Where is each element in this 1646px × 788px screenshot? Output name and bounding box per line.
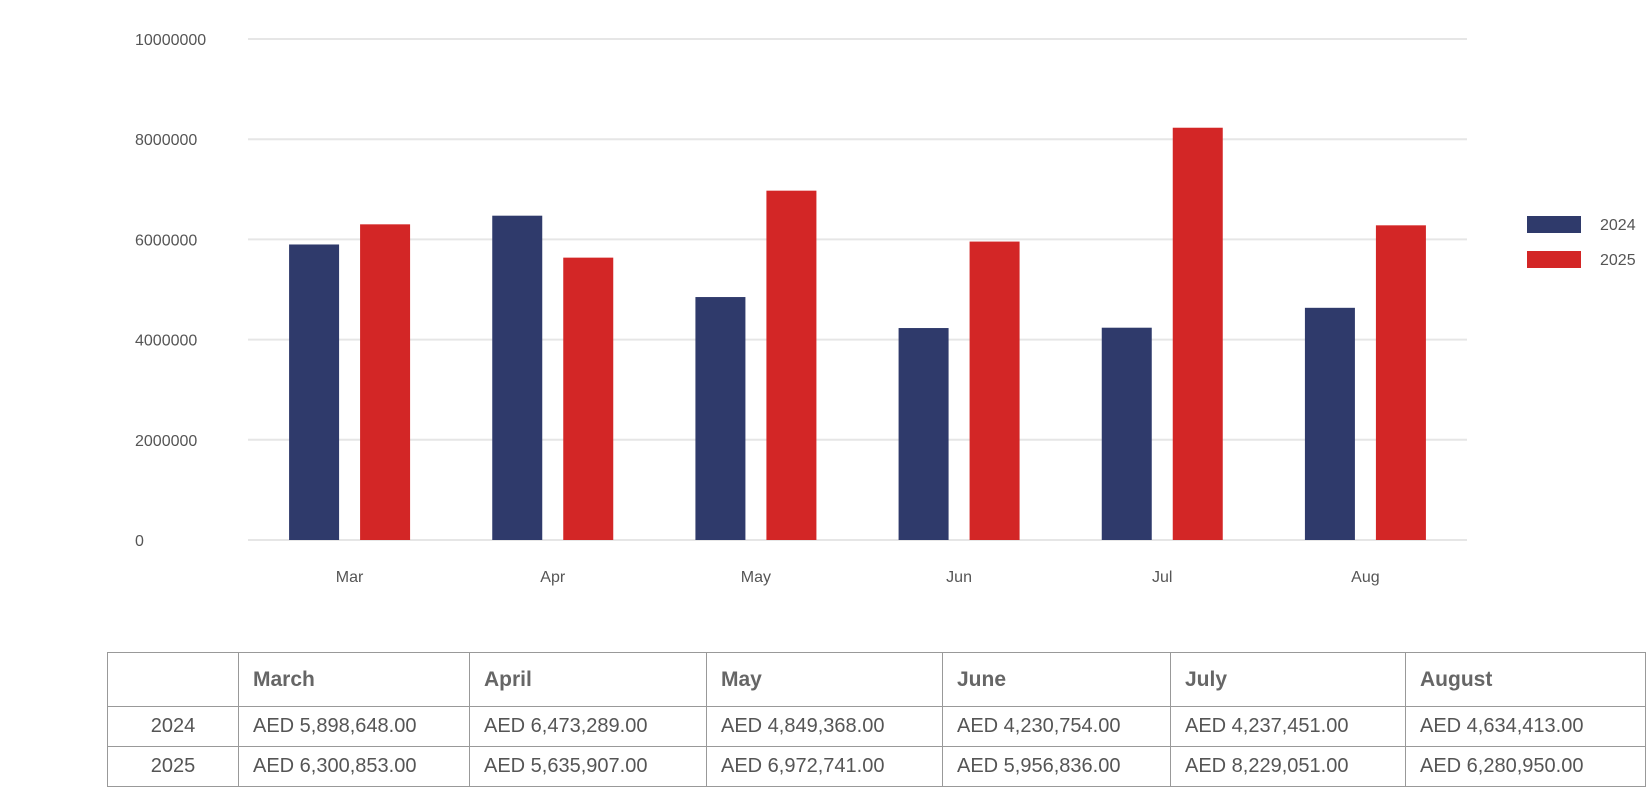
bar-2024-Apr	[492, 215, 543, 540]
x-tick-label: Jun	[946, 569, 972, 586]
table-cell: AED 4,634,413.00	[1405, 706, 1646, 747]
y-tick-label: 4000000	[135, 333, 197, 350]
table-cell: AED 6,300,853.00	[238, 746, 470, 787]
legend-swatch-2025	[1527, 251, 1581, 268]
bar-2024-May	[695, 297, 746, 540]
bar-chart: 0 2000000 4000000 6000000 8000000 10000000 Ma…	[135, 32, 1636, 586]
bar-2024-Jun	[898, 328, 949, 540]
y-tick-label: 8000000	[135, 132, 197, 149]
table-header-row: March April May June July August	[107, 652, 1646, 707]
y-axis-ticks: 0 2000000 4000000 6000000 8000000 10000000	[135, 32, 206, 550]
table-row: 2025 AED 6,300,853.00 AED 5,635,907.00 A…	[107, 746, 1646, 787]
bar-2025-Mar	[360, 224, 411, 540]
y-tick-label: 6000000	[135, 232, 197, 249]
table-cell: AED 5,635,907.00	[469, 746, 707, 787]
table-cell: AED 6,280,950.00	[1405, 746, 1646, 787]
legend-swatch-2024	[1527, 216, 1581, 233]
legend: 2024 2025	[1527, 216, 1636, 269]
bar-2025-Jun	[969, 241, 1020, 541]
x-tick-label: Apr	[540, 569, 566, 586]
x-tick-label: Aug	[1351, 569, 1379, 586]
bar-2025-Apr	[563, 257, 614, 540]
table-header-cell	[107, 652, 239, 707]
data-table: March April May June July August 2024 AE…	[107, 652, 1646, 787]
table-row: 2024 AED 5,898,648.00 AED 6,473,289.00 A…	[107, 706, 1646, 747]
table-header-cell: May	[706, 652, 943, 707]
table-cell: AED 5,898,648.00	[238, 706, 470, 747]
bar-2025-Aug	[1375, 225, 1426, 540]
grid-lines	[248, 38, 1467, 541]
table-cell: AED 8,229,051.00	[1170, 746, 1406, 787]
x-tick-label: Jul	[1152, 569, 1172, 586]
bar-2025-Jul	[1172, 127, 1223, 540]
table-header-cell: June	[942, 652, 1171, 707]
x-tick-label: Mar	[336, 569, 364, 586]
table-header-cell: March	[238, 652, 470, 707]
bars	[289, 127, 1426, 541]
table-cell: AED 6,473,289.00	[469, 706, 707, 747]
table-row-year: 2025	[107, 746, 239, 787]
legend-label: 2024	[1600, 217, 1636, 234]
x-axis-ticks: Mar Apr May Jun Jul Aug	[336, 569, 1380, 586]
bar-2024-Jul	[1101, 327, 1152, 540]
y-tick-label: 10000000	[135, 32, 206, 49]
legend-label: 2025	[1600, 252, 1636, 269]
bar-2024-Mar	[289, 244, 340, 541]
bar-2024-Aug	[1304, 307, 1355, 540]
table-header-cell: August	[1405, 652, 1646, 707]
table-cell: AED 4,237,451.00	[1170, 706, 1406, 747]
y-tick-label: 0	[135, 533, 144, 550]
table-header-cell: July	[1170, 652, 1406, 707]
table-header-cell: April	[469, 652, 707, 707]
table-cell: AED 4,849,368.00	[706, 706, 943, 747]
table-cell: AED 5,956,836.00	[942, 746, 1171, 787]
y-tick-label: 2000000	[135, 433, 197, 450]
table-row-year: 2024	[107, 706, 239, 747]
table-cell: AED 6,972,741.00	[706, 746, 943, 787]
x-tick-label: May	[741, 569, 771, 586]
bar-2025-May	[766, 190, 817, 540]
table-cell: AED 4,230,754.00	[942, 706, 1171, 747]
